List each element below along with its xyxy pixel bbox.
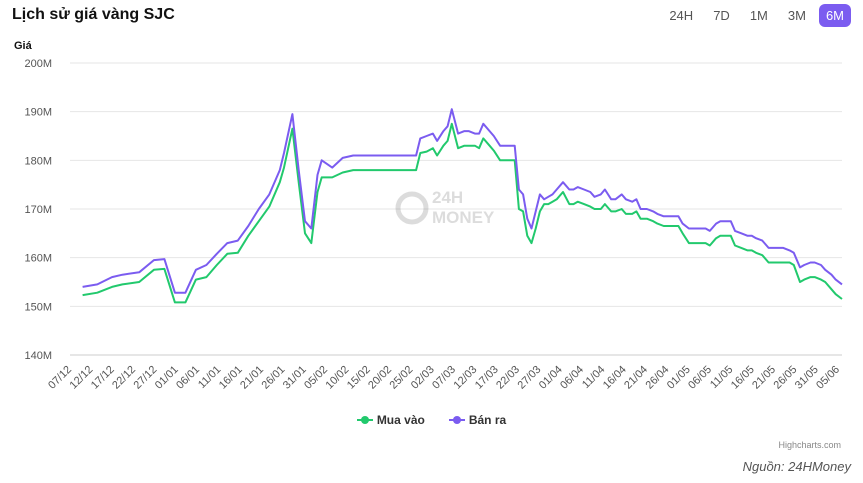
y-tick-label: 150M (24, 301, 52, 313)
source-note: Nguồn: 24HMoney (742, 459, 851, 474)
x-tick-label: 22/03 (494, 364, 522, 392)
x-tick-label: 12/12 (68, 364, 96, 392)
watermark-text-2: MONEY (432, 208, 495, 227)
x-tick-label: 26/01 (260, 364, 288, 392)
x-tick-label: 20/02 (366, 364, 394, 392)
x-tick-label: 15/02 (345, 364, 373, 392)
x-tick-label: 16/05 (729, 364, 757, 392)
x-tick-label: 05/02 (302, 364, 330, 392)
x-tick-label: 06/05 (686, 364, 714, 392)
x-tick-label: 07/03 (430, 364, 458, 392)
legend-item-mua-vao[interactable]: Mua vào (356, 413, 425, 427)
x-tick-label: 17/03 (473, 364, 501, 392)
series-line-ban-ra (82, 108, 843, 294)
y-axis-labels: 140M 150M 160M 170M 180M 190M 200M (24, 58, 52, 362)
tab-7d[interactable]: 7D (713, 8, 730, 23)
grid-lines (70, 62, 842, 356)
x-tick-label: 26/04 (644, 364, 672, 392)
x-tick-label: 22/12 (110, 364, 138, 392)
legend-label-mua-vao: Mua vào (376, 413, 425, 427)
y-tick-label: 200M (24, 58, 52, 70)
x-tick-label: 26/05 (772, 364, 800, 392)
x-tick-label: 06/04 (558, 364, 586, 392)
legend: Mua vào Bán ra (0, 413, 863, 427)
x-tick-label: 16/01 (217, 364, 245, 392)
tab-1m[interactable]: 1M (749, 8, 768, 23)
tab-6m[interactable]: 6M (818, 4, 851, 27)
x-tick-label: 06/01 (174, 364, 202, 392)
x-tick-label: 16/04 (601, 364, 629, 392)
legend-label-ban-ra: Bán ra (468, 413, 507, 427)
page-title: Lịch sử giá vàng SJC (12, 6, 175, 23)
y-tick-label: 140M (24, 350, 52, 362)
tab-24h[interactable]: 24H (669, 8, 694, 23)
tab-3m[interactable]: 3M (787, 8, 806, 23)
x-tick-label: 01/01 (153, 364, 181, 392)
x-tick-label: 21/05 (750, 364, 778, 392)
watermark-logo-icon (395, 191, 429, 225)
x-tick-label: 27/03 (516, 364, 544, 392)
credits-link[interactable]: Highcharts.com (778, 440, 841, 450)
x-tick-label: 17/12 (89, 364, 117, 392)
y-tick-label: 170M (24, 204, 52, 216)
x-tick-label: 21/04 (622, 364, 650, 392)
x-tick-label: 12/03 (452, 364, 480, 392)
x-tick-label: 05/06 (814, 364, 842, 392)
y-tick-label: 190M (24, 107, 52, 119)
x-tick-label: 21/01 (238, 364, 266, 392)
legend-swatch-mua-vao (356, 415, 373, 425)
x-tick-label: 31/01 (281, 364, 309, 392)
x-tick-label: 01/04 (537, 364, 565, 392)
legend-item-ban-ra[interactable]: Bán ra (448, 413, 507, 427)
x-tick-label: 25/02 (388, 364, 416, 392)
y-tick-label: 160M (24, 253, 52, 265)
watermark-text: 24H (432, 188, 463, 207)
range-tabs: 24H 7D 1M 3M 6M (662, 4, 851, 27)
x-tick-label: 27/12 (132, 364, 160, 392)
x-tick-label: 02/03 (409, 364, 437, 392)
x-tick-label: 07/12 (46, 364, 74, 392)
x-axis-labels: 07/1212/1217/1222/1227/1201/0106/0111/01… (46, 364, 842, 392)
series-line-mua-vao (82, 122, 843, 304)
x-tick-label: 31/05 (793, 364, 821, 392)
legend-swatch-ban-ra (448, 415, 465, 425)
x-tick-label: 10/02 (324, 364, 352, 392)
y-axis-title: Giá (14, 40, 32, 52)
watermark: 24H MONEY (395, 188, 495, 227)
x-tick-label: 01/05 (665, 364, 693, 392)
series-lines (82, 108, 843, 304)
y-tick-label: 180M (24, 155, 52, 167)
